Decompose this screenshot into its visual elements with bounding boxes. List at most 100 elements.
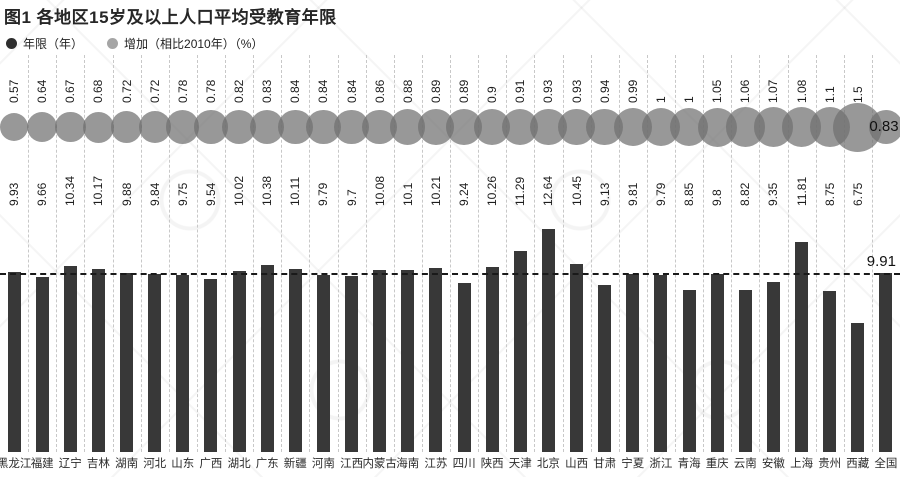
years-value-label: 8.85 [682,182,697,206]
chart-legend: 年限（年） 增加（相比2010年）（%） [6,35,263,52]
years-bar [766,281,780,452]
column-gridline [337,55,339,452]
years-value-label: 12.64 [541,175,556,206]
column-gridline [225,55,226,452]
years-bar [541,229,555,452]
years-bar [345,276,359,452]
years-bar [823,291,837,452]
category-label: 河北 [143,458,167,470]
years-value-label: 9.93 [7,182,22,206]
category-label: 山东 [171,458,195,470]
years-bar [7,272,21,452]
column-gridline [534,55,536,452]
years-bar [288,269,302,452]
category-label: 安徽 [761,458,785,470]
increase-value-label: 0.67 [63,79,78,103]
column-gridline [253,55,255,452]
years-bar [91,268,105,452]
years-bar [570,264,584,452]
years-bar [204,278,218,452]
increase-value-label: 0.89 [428,79,443,103]
increase-value-label: 1.06 [738,79,753,103]
years-value-label: 10.34 [63,175,78,206]
category-label: 四川 [452,458,476,470]
category-label: 甘肃 [593,458,617,470]
increase-value-label: 0.91 [513,79,528,103]
years-value-label: 9.88 [119,182,134,206]
increase-value-label: 0.84 [344,79,359,103]
category-label: 福建 [30,458,54,470]
years-bar [795,242,809,452]
column-gridline [140,55,142,452]
category-label: 浙江 [649,458,673,470]
increase-bubble [27,112,58,143]
column-gridline [56,55,58,452]
column-gridline [787,55,789,452]
years-value-label: 10.1 [400,182,415,206]
years-bar [429,267,443,452]
category-label: 天津 [508,458,532,470]
increase-value-label: 1.1 [822,86,837,103]
page-title: 图1 各地区15岁及以上人口平均受教育年限 [4,8,337,27]
increase-value-label: 0.93 [541,79,556,103]
column-gridline [309,55,311,452]
category-label: 吉林 [86,458,110,470]
years-value-label: 10.38 [260,175,275,206]
increase-value-label: 0.83 [260,79,275,103]
years-bar [232,270,246,452]
category-label: 广东 [255,458,279,470]
years-value-label: 6.75 [850,182,865,206]
years-bar [457,283,471,452]
category-label: 江西 [340,458,364,470]
column-gridline [618,55,620,452]
increase-value-label: 0.93 [569,79,584,103]
column-gridline [421,55,423,452]
increase-value-label: 1.08 [794,79,809,103]
years-value-label: 10.08 [372,175,387,206]
increase-value-label: 0.82 [232,79,247,103]
legend-item-increase: 增加（相比2010年）（%） [107,35,263,52]
years-value-label: 10.02 [232,175,247,206]
national-average-value-label: 9.91 [866,252,896,270]
years-bar [176,275,190,452]
years-value-label: 9.35 [766,182,781,206]
column-gridline [646,55,648,452]
category-label: 陕西 [480,458,504,470]
years-bar [682,289,696,452]
increase-bubble [138,111,171,143]
years-value-label: 11.29 [513,176,528,206]
column-gridline [590,55,592,452]
category-label: 海南 [396,458,420,470]
national-increase-value-label: 0.83 [869,118,899,135]
years-bar [35,276,49,452]
increase-value-label: 0.94 [597,79,612,103]
increase-value-label: 0.72 [147,79,162,103]
years-bar [654,274,668,452]
category-label: 上海 [790,458,814,470]
legend-label-increase: 增加（相比2010年）（%） [124,37,264,51]
years-value-label: 9.79 [316,182,331,206]
increase-dot-icon [107,38,119,49]
increase-value-label: 0.78 [175,79,190,103]
increase-value-label: 1.5 [850,86,865,103]
years-value-label: 9.24 [457,182,472,206]
column-gridline [393,55,395,452]
years-bar [485,267,499,452]
years-bar [260,265,274,452]
category-label: 新疆 [283,458,307,470]
category-label: 辽宁 [58,458,82,470]
years-value-label: 10.45 [569,175,584,206]
legend-item-years: 年限（年） [6,35,83,52]
years-bar [738,290,752,452]
category-label: 青海 [677,458,701,470]
increase-value-label: 0.84 [288,79,303,103]
increase-bubble [868,109,900,145]
column-gridline [450,55,451,452]
years-value-label: 10.21 [428,175,443,206]
column-gridline [871,55,873,452]
column-gridline [703,55,705,452]
category-label: 湖南 [115,458,139,470]
increase-value-label: 0.64 [35,79,50,103]
years-value-label: 9.81 [625,182,640,206]
years-value-label: 10.17 [91,175,106,206]
